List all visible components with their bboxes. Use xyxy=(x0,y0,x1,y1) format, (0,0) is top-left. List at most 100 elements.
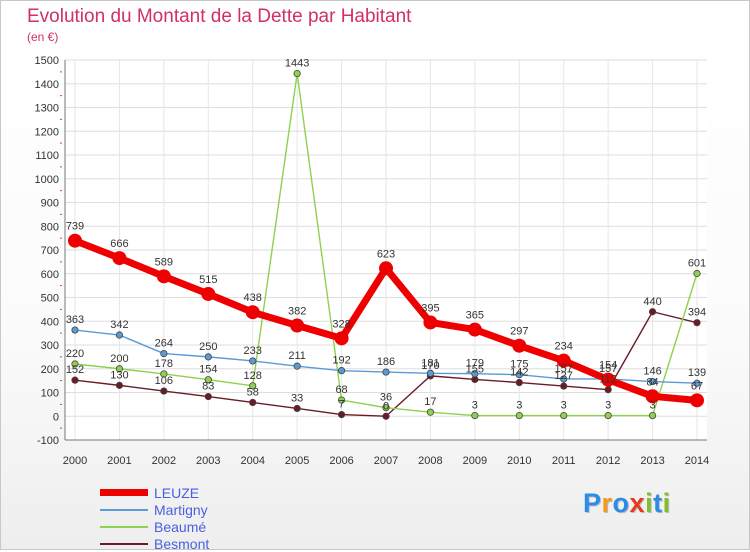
point-leuze xyxy=(512,338,527,353)
data-label: 589 xyxy=(155,256,173,268)
legend-item: Beaumé xyxy=(100,518,209,535)
x-tick-label: 2000 xyxy=(63,455,87,467)
point-leuze xyxy=(290,318,305,333)
point-besmont xyxy=(160,387,168,395)
point-besmont xyxy=(515,378,523,387)
data-label: 154 xyxy=(199,364,217,376)
data-label: 130 xyxy=(110,369,128,381)
point-beaum- xyxy=(560,411,568,420)
data-label: 3 xyxy=(516,400,522,412)
logo-letter: o xyxy=(612,488,630,518)
data-label: 264 xyxy=(155,338,173,350)
point-besmont xyxy=(249,398,257,407)
logo-letter: i xyxy=(662,488,671,518)
data-label: 157 xyxy=(599,363,617,375)
data-label: 515 xyxy=(199,274,217,286)
point-leuze xyxy=(556,353,571,368)
data-label: 154 xyxy=(599,360,617,372)
data-label: 68 xyxy=(335,384,347,396)
point-leuze xyxy=(245,305,260,320)
data-label: 382 xyxy=(288,306,306,318)
point-martigny xyxy=(160,349,168,358)
data-label: 297 xyxy=(510,326,528,338)
data-label: 157 xyxy=(555,363,573,375)
data-label: 739 xyxy=(66,221,84,233)
point-martigny xyxy=(693,379,701,387)
x-tick-label: 2001 xyxy=(107,455,131,467)
point-leuze xyxy=(423,315,438,330)
y-tick-label: 700 xyxy=(41,245,59,257)
y-tick-label: 1100 xyxy=(35,150,59,162)
point-martigny xyxy=(115,331,124,339)
point-beaum- xyxy=(204,376,212,384)
point-besmont xyxy=(382,412,390,420)
y-tick-label: 100 xyxy=(41,388,59,400)
y-tick-label: 1200 xyxy=(35,126,59,138)
point-beaum- xyxy=(648,411,657,420)
point-beaum- xyxy=(382,404,390,412)
y-tick-label: 400 xyxy=(41,316,59,328)
legend-swatch xyxy=(100,542,148,545)
y-tick-label: 1400 xyxy=(35,79,59,91)
point-beaum- xyxy=(160,370,168,378)
y-tick-label: 800 xyxy=(41,221,59,233)
x-tick-label: 2008 xyxy=(418,455,442,467)
point-beaum- xyxy=(604,411,612,420)
y-tick-label: -100 xyxy=(37,435,59,447)
point-martigny xyxy=(560,375,568,383)
x-tick-label: 2005 xyxy=(285,455,309,467)
data-label: 186 xyxy=(377,356,395,368)
point-martigny xyxy=(426,369,435,377)
data-label: 58 xyxy=(247,386,259,398)
data-label: 7 xyxy=(339,399,345,411)
point-besmont xyxy=(604,386,612,394)
data-label: 200 xyxy=(110,353,128,365)
x-tick-label: 2006 xyxy=(329,455,353,467)
data-label: 112 xyxy=(599,374,617,386)
x-tick-label: 2007 xyxy=(374,455,398,467)
data-label: 128 xyxy=(244,370,262,382)
data-label: 440 xyxy=(643,296,661,308)
data-label: 220 xyxy=(66,348,84,360)
data-label: 601 xyxy=(688,258,706,270)
point-besmont xyxy=(648,308,657,316)
data-label: 211 xyxy=(288,350,306,362)
point-beaum- xyxy=(249,382,257,390)
legend-swatch xyxy=(100,525,148,528)
data-label: 395 xyxy=(421,302,439,314)
data-label: 139 xyxy=(688,367,706,379)
point-besmont xyxy=(71,376,79,384)
data-label: 146 xyxy=(643,366,661,378)
point-leuze xyxy=(112,251,127,266)
x-tick-label: 2014 xyxy=(685,455,709,467)
logo-letter: r xyxy=(601,488,613,518)
point-leuze xyxy=(334,331,349,346)
chart-subtitle: (en €) xyxy=(27,30,59,44)
x-tick-label: 2002 xyxy=(152,455,176,467)
point-besmont xyxy=(560,382,568,390)
y-tick-label: 900 xyxy=(41,198,59,210)
data-label: 170 xyxy=(421,360,439,372)
data-label: 342 xyxy=(110,319,128,331)
point-martigny xyxy=(337,367,346,375)
point-leuze xyxy=(467,322,482,337)
y-tick-label: 1000 xyxy=(35,174,59,186)
legend-swatch xyxy=(100,489,148,496)
y-tick-label: 1300 xyxy=(35,103,59,115)
data-label: 3 xyxy=(650,400,656,412)
point-beaum- xyxy=(515,411,523,420)
data-label: 17 xyxy=(424,396,436,408)
point-martigny xyxy=(382,368,390,376)
point-leuze xyxy=(601,372,616,387)
point-beaum- xyxy=(115,365,124,373)
data-label: 33 xyxy=(291,392,303,404)
logo-letter: x xyxy=(629,488,646,518)
data-label: 179 xyxy=(466,358,484,370)
data-label: 234 xyxy=(555,341,573,353)
y-tick-label: 600 xyxy=(41,269,59,281)
chart-legend: LEUZE Martigny Beaumé Besmont xyxy=(100,484,209,552)
x-tick-label: 2004 xyxy=(240,455,264,467)
x-tick-label: 2009 xyxy=(463,455,487,467)
data-label: 36 xyxy=(380,392,392,404)
